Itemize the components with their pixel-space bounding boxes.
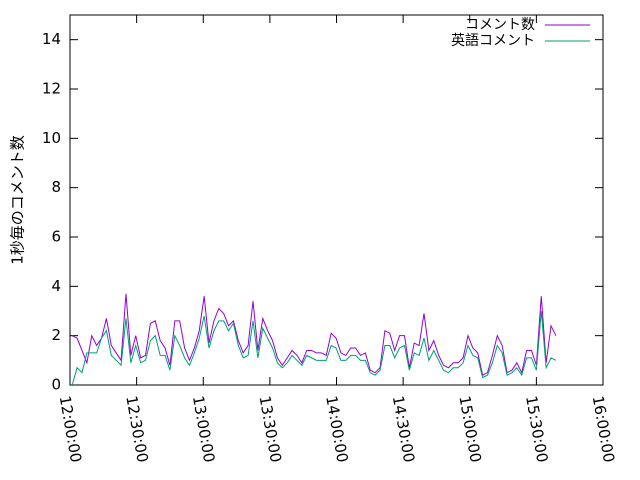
x-tick-label: 12:00:00 — [56, 394, 85, 463]
y-tick-label: 0 — [51, 376, 61, 394]
y-tick-label: 6 — [51, 228, 61, 246]
x-tick-label: 13:00:00 — [189, 394, 218, 463]
x-tick-label: 14:00:00 — [322, 394, 351, 463]
y-tick-label: 8 — [51, 178, 61, 196]
x-tick-label: 12:30:00 — [122, 394, 151, 463]
y-axis-label: 1秒毎のコメント数 — [9, 135, 27, 265]
series-line — [71, 293, 557, 376]
x-tick-label: 14:30:00 — [389, 394, 418, 463]
legend-label: 英語コメント — [451, 32, 535, 49]
y-tick-label: 2 — [51, 326, 61, 344]
y-tick-label: 12 — [42, 80, 61, 98]
legend-label: コメント数 — [465, 17, 535, 33]
y-tick-label: 14 — [42, 30, 61, 48]
series-line — [71, 310, 557, 386]
x-tick-label: 16:00:00 — [589, 394, 618, 463]
x-tick-label: 15:30:00 — [522, 394, 551, 463]
y-tick-label: 4 — [51, 277, 61, 295]
y-tick-label: 10 — [42, 129, 61, 147]
x-tick-label: 13:30:00 — [256, 394, 285, 463]
x-tick-label: 15:00:00 — [455, 394, 484, 463]
